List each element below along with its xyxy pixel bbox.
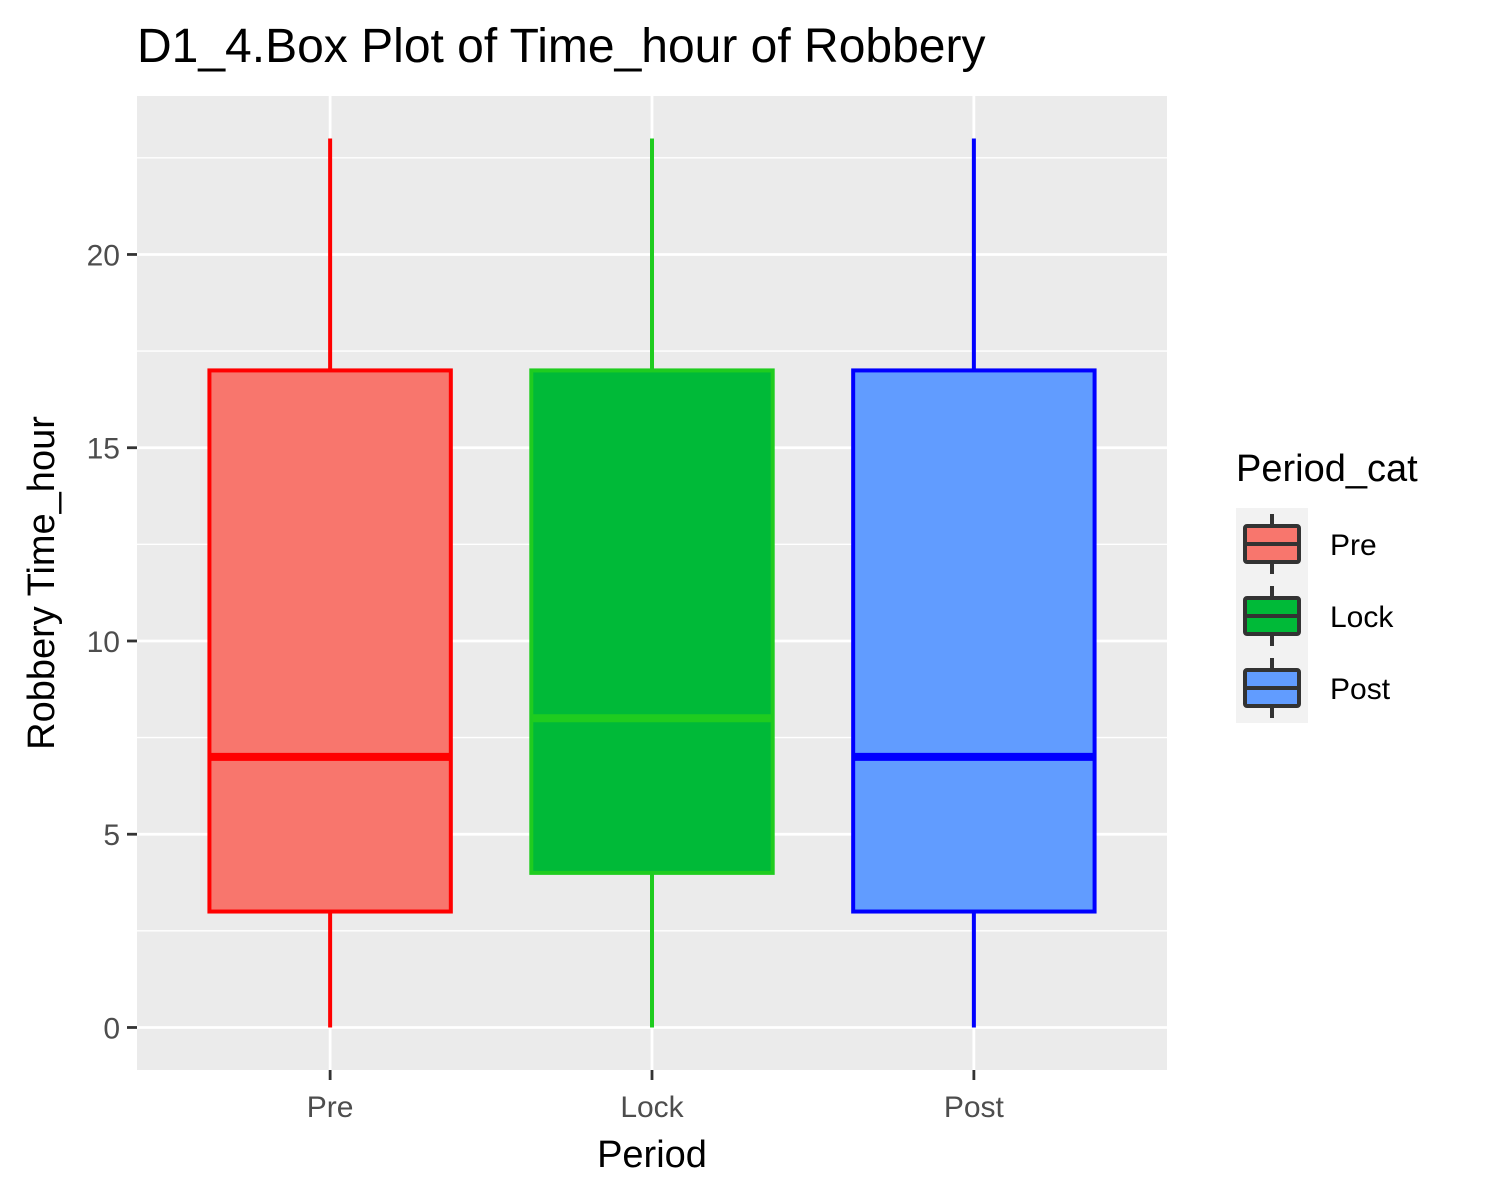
x-axis: Pre Lock Post xyxy=(307,1070,1005,1124)
y-tick-label: 15 xyxy=(87,433,120,466)
legend-item-pre: Pre xyxy=(1243,514,1377,574)
legend-label: Lock xyxy=(1330,601,1394,634)
y-axis: 0 5 10 15 20 xyxy=(87,239,137,1045)
box-group xyxy=(207,138,1097,1028)
box-iqr xyxy=(851,368,1097,914)
y-tick-label: 10 xyxy=(87,626,120,659)
legend-item-lock: Lock xyxy=(1243,586,1394,646)
legend-item-post: Post xyxy=(1243,658,1391,718)
x-tick-label: Lock xyxy=(620,1091,684,1124)
x-axis-title: Period xyxy=(597,1134,707,1176)
y-tick-label: 5 xyxy=(103,819,120,852)
box-iqr xyxy=(207,368,453,914)
x-tick-label: Pre xyxy=(307,1091,354,1124)
y-axis-title: Robbery Time_hour xyxy=(21,416,63,750)
x-tick-label: Post xyxy=(944,1091,1005,1124)
y-tick-label: 20 xyxy=(87,239,120,272)
box-post xyxy=(851,138,1097,1028)
box-lock xyxy=(529,138,775,1028)
legend-title: Period_cat xyxy=(1236,448,1418,490)
box-pre xyxy=(207,138,453,1028)
y-tick-label: 0 xyxy=(103,1012,120,1045)
chart-title: D1_4.Box Plot of Time_hour of Robbery xyxy=(137,20,985,73)
legend-label: Post xyxy=(1330,673,1391,706)
box-iqr xyxy=(529,368,775,875)
legend: Period_cat Pre Lock Post xyxy=(1236,448,1418,723)
legend-label: Pre xyxy=(1330,529,1377,562)
